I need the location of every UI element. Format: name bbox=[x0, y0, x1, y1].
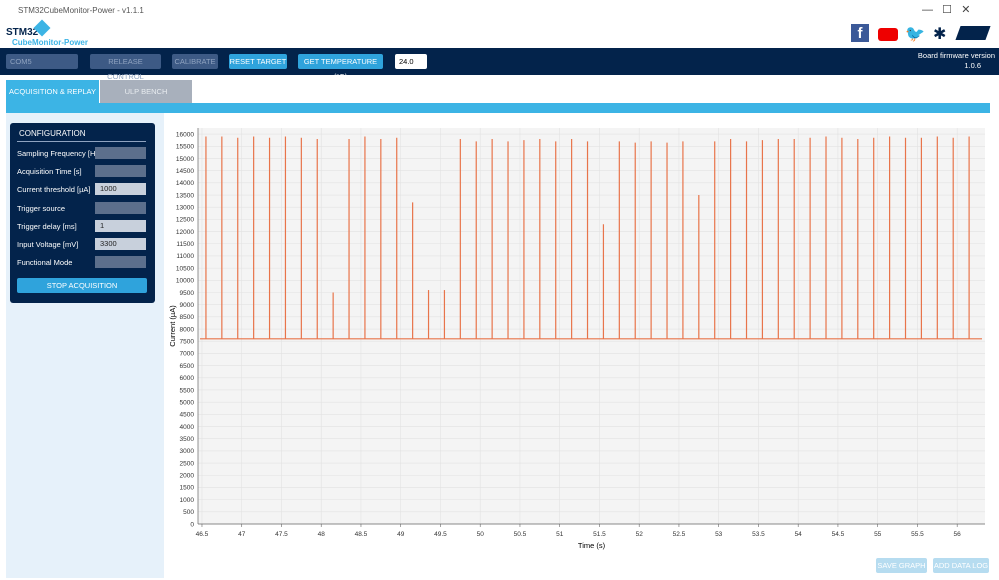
tab-bar bbox=[6, 103, 990, 113]
y-tick-label: 1000 bbox=[180, 497, 195, 504]
stop-button[interactable]: STOP ACQUISITION bbox=[17, 278, 147, 293]
field-input[interactable] bbox=[95, 147, 146, 159]
youtube-icon[interactable] bbox=[878, 28, 898, 41]
x-tick-label: 52.5 bbox=[673, 531, 686, 538]
release-button[interactable]: RELEASE CONTROL bbox=[90, 54, 161, 81]
field-input[interactable]: 1 bbox=[95, 219, 146, 232]
x-tick-label: 48 bbox=[318, 531, 326, 538]
y-tick-label: 2000 bbox=[180, 473, 195, 480]
y-tick-label: 15500 bbox=[176, 144, 194, 151]
divider bbox=[17, 141, 146, 142]
y-tick-label: 6000 bbox=[180, 375, 195, 382]
field-input[interactable] bbox=[95, 256, 146, 269]
window-controls[interactable]: — ☐ ✕ bbox=[922, 4, 971, 16]
x-tick-label: 49 bbox=[397, 531, 405, 538]
facebook-icon[interactable]: f bbox=[851, 24, 869, 42]
x-tick-label: 55 bbox=[874, 531, 882, 538]
field-input[interactable] bbox=[95, 201, 146, 214]
firmware-value: 1.0.6 bbox=[964, 61, 981, 70]
port-select[interactable]: COM5 bbox=[6, 54, 78, 69]
x-tick-label: 56 bbox=[954, 531, 962, 538]
field-label: Acquisition Time [s] bbox=[17, 167, 82, 177]
y-tick-label: 2500 bbox=[180, 460, 195, 467]
field-label: Trigger source bbox=[17, 203, 66, 213]
x-tick-label: 54.5 bbox=[832, 531, 845, 538]
y-tick-label: 16000 bbox=[176, 131, 194, 138]
x-tick-label: 47 bbox=[238, 531, 246, 538]
y-tick-label: 12000 bbox=[176, 229, 194, 236]
y-tick-label: 3500 bbox=[180, 436, 195, 443]
x-tick-label: 48.5 bbox=[355, 531, 368, 538]
y-tick-label: 10000 bbox=[176, 278, 194, 285]
y-axis-label: Current (µA) bbox=[168, 305, 177, 347]
twitter-icon[interactable]: 🐦 bbox=[905, 26, 925, 43]
tab[interactable]: ACQUISITION & REPLAY bbox=[6, 80, 99, 103]
y-tick-label: 3000 bbox=[180, 448, 195, 455]
y-tick-label: 13500 bbox=[176, 192, 194, 199]
calibrate-button[interactable]: CALIBRATE bbox=[172, 54, 218, 69]
y-tick-label: 7500 bbox=[180, 339, 195, 346]
x-tick-label: 47.5 bbox=[275, 531, 288, 538]
temperature-button[interactable]: GET TEMPERATURE (°C) bbox=[298, 54, 383, 81]
field-input[interactable] bbox=[95, 165, 146, 178]
field-input[interactable]: 3300 bbox=[95, 238, 146, 250]
tab[interactable]: ULP BENCH bbox=[100, 80, 192, 103]
reset-button[interactable]: RESET TARGET bbox=[229, 54, 287, 69]
field-input[interactable]: 1000 bbox=[95, 183, 146, 196]
y-tick-label: 4500 bbox=[180, 412, 195, 419]
x-tick-label: 52 bbox=[636, 531, 644, 538]
y-tick-label: 500 bbox=[183, 509, 194, 516]
y-tick-label: 9500 bbox=[180, 290, 195, 297]
y-tick-label: 5500 bbox=[180, 387, 195, 394]
logo-bottom: CubeMonitor-Power bbox=[12, 38, 88, 47]
y-tick-label: 14000 bbox=[176, 180, 194, 187]
field-label: Functional Mode bbox=[17, 258, 73, 268]
x-tick-label: 51 bbox=[556, 531, 564, 538]
y-tick-label: 9000 bbox=[180, 302, 195, 309]
field-label: Input Voltage [mV] bbox=[17, 240, 79, 249]
logo-top: STM32 bbox=[6, 27, 39, 38]
firmware-label: Board firmware version bbox=[917, 51, 995, 60]
y-tick-label: 12500 bbox=[176, 217, 194, 224]
plot-background bbox=[198, 128, 985, 524]
field-label: Sampling Frequency [Hz] bbox=[17, 149, 102, 158]
save-button[interactable]: SAVE GRAPH bbox=[876, 558, 927, 573]
y-tick-label: 11500 bbox=[176, 241, 194, 248]
add-log-button[interactable]: ADD DATA LOG bbox=[933, 558, 989, 573]
x-tick-label: 50 bbox=[477, 531, 485, 538]
y-tick-label: 15000 bbox=[176, 156, 194, 163]
y-tick-label: 14500 bbox=[176, 168, 194, 175]
window-title: STM32CubeMonitor-Power - v1.1.1 bbox=[18, 6, 144, 15]
y-tick-label: 6500 bbox=[180, 363, 195, 370]
y-tick-label: 13000 bbox=[176, 205, 194, 212]
y-tick-label: 0 bbox=[190, 521, 194, 528]
x-tick-label: 50.5 bbox=[514, 531, 527, 538]
field-label: Trigger delay [ms] bbox=[17, 221, 77, 231]
y-tick-label: 8500 bbox=[180, 314, 195, 321]
y-tick-label: 5000 bbox=[180, 399, 195, 406]
y-tick-label: 4000 bbox=[180, 424, 195, 431]
y-tick-label: 8000 bbox=[180, 326, 195, 333]
y-tick-label: 10500 bbox=[176, 265, 194, 272]
x-tick-label: 53 bbox=[715, 531, 723, 538]
x-tick-label: 46.5 bbox=[196, 531, 209, 538]
x-tick-label: 53.5 bbox=[752, 531, 765, 538]
temperature-value: 24.0 bbox=[395, 54, 427, 69]
y-tick-label: 1500 bbox=[180, 485, 195, 492]
share-icon[interactable]: ✱ bbox=[933, 26, 947, 43]
x-axis-label: Time (s) bbox=[578, 541, 606, 550]
y-tick-label: 11000 bbox=[176, 253, 194, 260]
x-tick-label: 51.5 bbox=[593, 531, 606, 538]
x-tick-label: 54 bbox=[795, 531, 803, 538]
field-label: Current threshold [µA] bbox=[17, 185, 91, 195]
x-tick-label: 49.5 bbox=[434, 531, 447, 538]
header: STM32 CubeMonitor-Power f 🐦 ✱ bbox=[0, 19, 999, 48]
config-title: CONFIGURATION bbox=[19, 129, 86, 138]
toolbar: COM5 RELEASE CONTROL CALIBRATE RESET TAR… bbox=[0, 48, 999, 81]
y-tick-label: 7000 bbox=[180, 351, 195, 358]
x-tick-label: 55.5 bbox=[911, 531, 924, 538]
